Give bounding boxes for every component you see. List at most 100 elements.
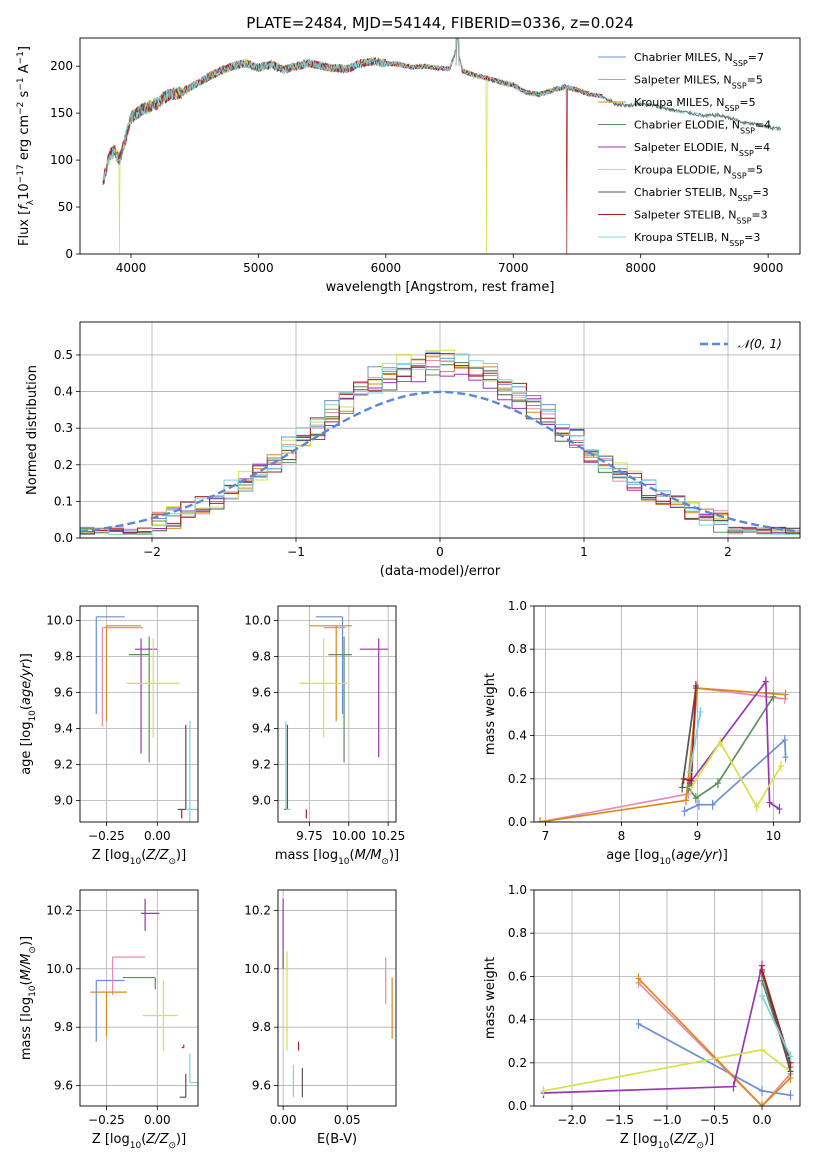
x-axis-label: E(B-V)	[317, 1132, 357, 1147]
y-tick-label: 0.8	[508, 642, 527, 656]
legend-entry: 𝒩(0, 1)	[738, 337, 782, 351]
y-tick-label: 9.0	[252, 793, 271, 807]
y-tick-label: 9.2	[54, 757, 73, 771]
spectrum-line	[102, 38, 603, 183]
data-point-errorbar	[315, 616, 344, 714]
data-point-errorbar	[128, 636, 150, 763]
data-point-errorbar	[90, 991, 127, 1036]
legend-entry: Salpeter STELIB, NSSP=3	[634, 209, 768, 226]
y-tick-label: 10.0	[46, 613, 73, 627]
mass-weight-marker	[782, 752, 789, 763]
x-tick-label: 0	[436, 545, 444, 559]
axes-frame	[277, 889, 397, 1107]
mass-weight-marker	[635, 973, 642, 984]
y-tick-label: 10.0	[46, 962, 73, 976]
mass-weight-marker	[686, 767, 693, 778]
x-tick-label: 8000	[625, 261, 656, 275]
plot-area-age_vs_Z	[95, 616, 198, 822]
x-axis-label: mass [log10(M/M⊙)]	[275, 848, 399, 867]
axes-frame	[277, 605, 397, 823]
y-tick-label: 9.6	[54, 1079, 73, 1093]
x-tick-label: 10.25	[371, 829, 405, 843]
x-tick-label: 2	[724, 545, 732, 559]
mass-weight-marker	[781, 693, 788, 704]
mass-weight-marker	[759, 964, 765, 975]
mass-weight-marker	[697, 706, 704, 717]
mass-weight-line	[761, 995, 792, 1057]
x-axis-label: Z [log10(Z/Z⊙)]	[92, 848, 186, 867]
x-tick-label: −0.25	[88, 829, 125, 843]
y-tick-label: 100	[50, 153, 73, 167]
data-point-errorbar	[143, 980, 178, 1051]
mass-weight-marker	[688, 775, 695, 786]
y-tick-label: 0	[65, 247, 73, 261]
axes-frame	[79, 37, 801, 255]
mass-weight-marker	[692, 793, 699, 804]
y-tick-label: 9.6	[54, 685, 73, 699]
legend-entry: Chabrier STELIB, NSSP=3	[634, 186, 769, 203]
spectrum-line	[102, 38, 603, 184]
plot-area-age_vs_mass	[284, 616, 389, 819]
data-point-errorbar	[189, 1053, 198, 1084]
y-tick-label: 0.8	[508, 926, 527, 940]
mass-weight-line	[689, 679, 780, 810]
mass-weight-marker	[776, 804, 783, 815]
data-point-errorbar	[177, 724, 187, 811]
y-tick-label: 0.4	[508, 729, 527, 743]
x-tick-label: 5000	[243, 261, 274, 275]
x-tick-label: 8	[618, 829, 626, 843]
data-point-errorbar	[95, 979, 125, 1042]
x-tick-label: 9.75	[296, 829, 323, 843]
data-point-errorbar	[285, 721, 291, 811]
axes-mass_weight_vs_age: 7 8 9 10 0.0 0.2 0.4 0.6 0.8 1.0 mass weight age [l…	[483, 599, 801, 867]
plot-area-mass_vs_EBV	[282, 898, 393, 1098]
mass-weight-marker	[770, 691, 777, 702]
x-tick-label: 0.00	[144, 1113, 171, 1127]
legend-entry: Salpeter ELODIE, NSSP=4	[634, 141, 770, 158]
mass-weight-line	[687, 696, 775, 800]
axes-frame	[79, 889, 199, 1107]
spectrum-line	[102, 38, 603, 185]
spectrum-line	[102, 38, 603, 184]
spectrum-line	[102, 38, 603, 254]
data-point-errorbar	[185, 721, 198, 822]
x-tick-label: 0.00	[270, 1113, 297, 1127]
mass-weight-marker	[537, 817, 544, 822]
y-tick-label: 50	[58, 200, 73, 214]
data-point-errorbar	[179, 1073, 187, 1098]
mass-weight-marker	[695, 799, 702, 810]
mass-weight-marker	[683, 795, 689, 806]
y-axis-label: Normed distribution	[25, 365, 40, 495]
y-tick-label: 9.0	[54, 793, 73, 807]
x-tick-label: 4000	[116, 261, 147, 275]
y-tick-label: 0.5	[54, 348, 73, 362]
y-tick-label: 1.0	[508, 883, 527, 897]
legend-entry: Kroupa STELIB, NSSP=3	[634, 231, 760, 248]
y-tick-label: 150	[50, 106, 73, 120]
x-tick-label: −1.0	[652, 1113, 681, 1127]
mass-weight-marker	[680, 773, 687, 784]
y-tick-label: 0.1	[54, 494, 73, 508]
x-tick-label: 6000	[371, 261, 402, 275]
y-tick-label: 9.8	[54, 1020, 73, 1034]
mass-weight-line	[637, 982, 792, 1106]
y-tick-label: 0.6	[508, 685, 527, 699]
mass-weight-marker	[709, 799, 716, 810]
spectrum-line	[102, 38, 603, 184]
y-axis-label: age [log10(age/yr)]	[19, 653, 38, 775]
y-tick-label: 9.4	[54, 721, 73, 735]
mass-weight-marker	[717, 737, 724, 748]
mass-weight-marker	[781, 734, 788, 745]
x-tick-label: −2.0	[557, 1113, 586, 1127]
axes-frame	[533, 889, 801, 1107]
plot-area-mass_weight_vs_age	[537, 676, 789, 822]
data-point-errorbar	[126, 638, 180, 738]
mass-weight-line	[539, 687, 786, 822]
data-point-errorbar	[359, 638, 389, 758]
y-tick-label: 200	[50, 59, 73, 73]
mass-weight-marker	[753, 801, 760, 812]
spectrum-line	[602, 95, 781, 132]
x-tick-label: −1.5	[605, 1113, 634, 1127]
x-tick-label: 0.0	[752, 1113, 771, 1127]
